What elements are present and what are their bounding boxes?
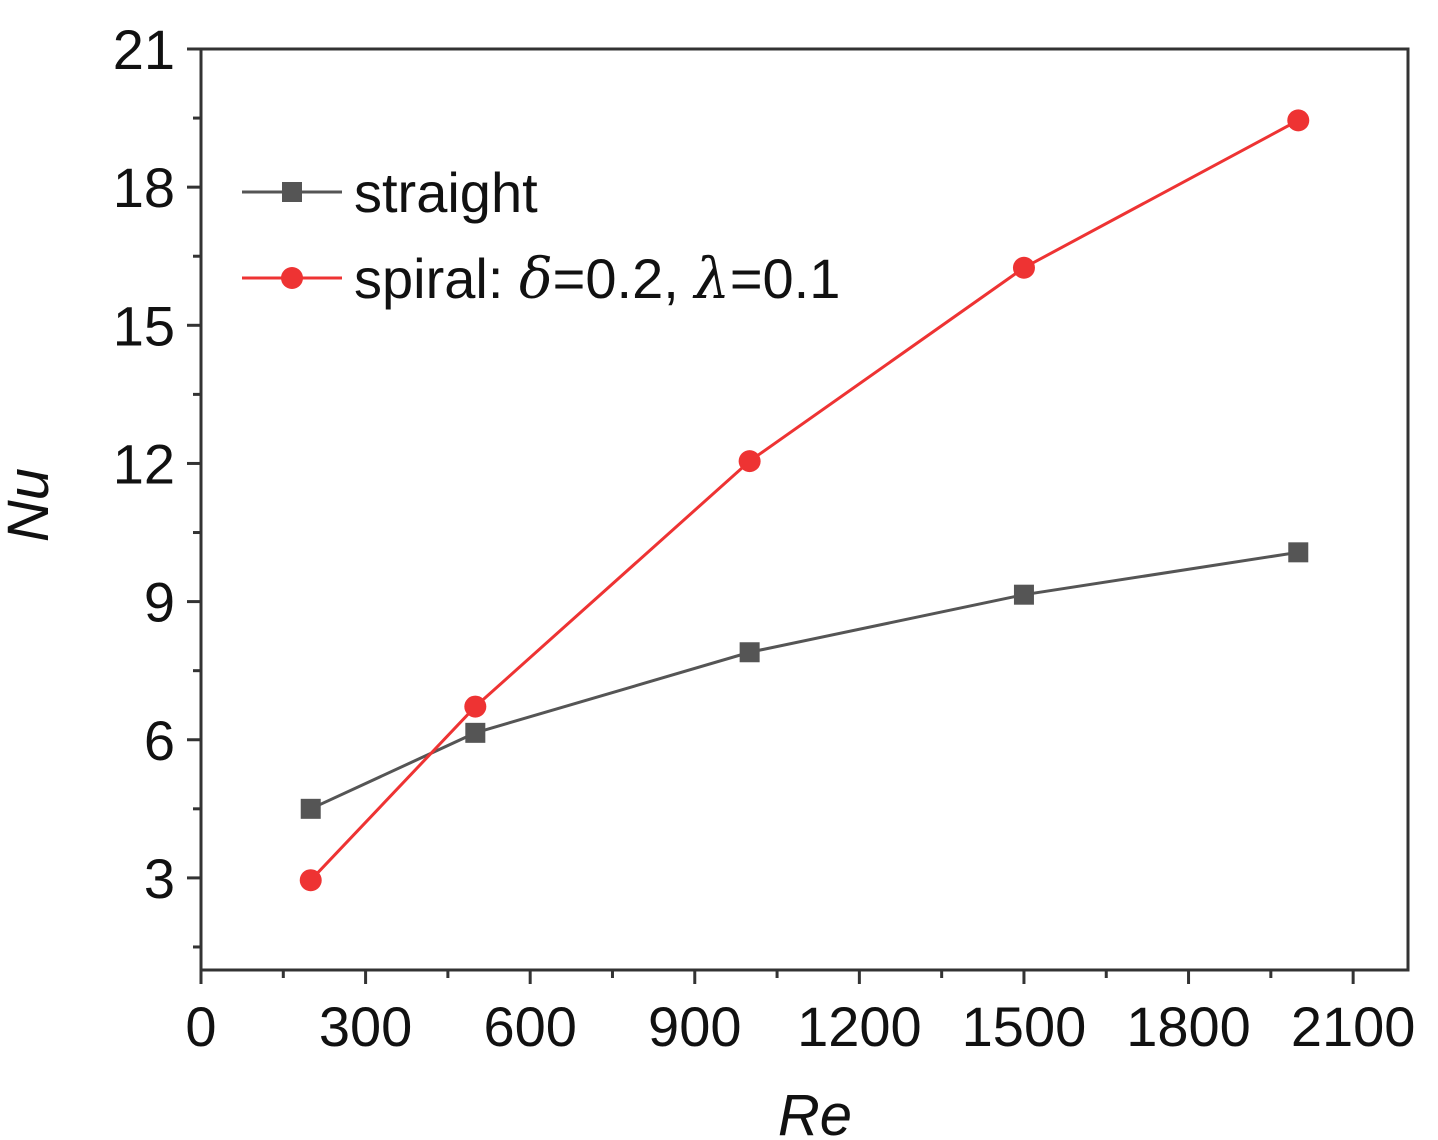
y-tick-label: 15 xyxy=(113,294,175,357)
x-tick-label: 300 xyxy=(319,995,412,1058)
x-tick-label: 1200 xyxy=(797,995,922,1058)
y-tick-label: 9 xyxy=(144,571,175,634)
legend-text-part: =0.2, xyxy=(553,247,695,310)
data-point-spiral xyxy=(464,695,487,718)
legend: straight spiral: δ=0.2, λ=0.1 xyxy=(242,161,840,312)
legend-text-part: spiral: xyxy=(354,247,519,310)
data-point-straight xyxy=(1013,584,1034,605)
axis-ticks: 0 300 600 900 1200 1500 1800 2100 3 6 9 12 15 18 21 xyxy=(113,18,1416,1058)
legend-marker-straight xyxy=(282,182,302,202)
x-axis-title: Re xyxy=(778,1083,852,1140)
plot-area-border xyxy=(199,47,1410,972)
y-tick-label: 12 xyxy=(113,432,175,495)
data-point-spiral xyxy=(1287,109,1310,132)
y-tick-label: 18 xyxy=(113,156,175,219)
data-point-spiral xyxy=(299,869,322,892)
series-group xyxy=(299,109,1310,892)
data-point-straight xyxy=(1288,542,1309,563)
x-tick-label: 900 xyxy=(648,995,741,1058)
data-point-spiral xyxy=(1012,256,1035,279)
plot-frame xyxy=(199,47,1410,972)
x-tick-label: 1500 xyxy=(962,995,1087,1058)
data-point-straight xyxy=(300,798,321,819)
y-axis-title: Nu xyxy=(0,468,61,542)
legend-label-spiral: spiral: δ=0.2, λ=0.1 xyxy=(354,247,840,312)
data-point-spiral xyxy=(738,450,761,473)
x-tick-label: 2100 xyxy=(1291,995,1416,1058)
legend-text-part: =0.1 xyxy=(730,247,841,310)
y-tick-label: 3 xyxy=(144,847,175,910)
y-tick-label: 21 xyxy=(113,18,175,81)
data-point-straight xyxy=(739,642,760,663)
legend-marker-spiral xyxy=(281,267,303,289)
legend-label-straight: straight xyxy=(354,161,538,224)
data-point-straight xyxy=(465,722,486,743)
y-tick-label: 6 xyxy=(144,709,175,772)
x-tick-label: 1800 xyxy=(1126,995,1251,1058)
legend-greek-symbol: δ xyxy=(519,247,553,312)
series-line-straight xyxy=(310,550,1299,811)
x-tick-label: 0 xyxy=(185,995,216,1058)
series-line-spiral xyxy=(309,119,1299,882)
legend-greek-symbol: λ xyxy=(692,247,730,312)
x-tick-label: 600 xyxy=(483,995,576,1058)
